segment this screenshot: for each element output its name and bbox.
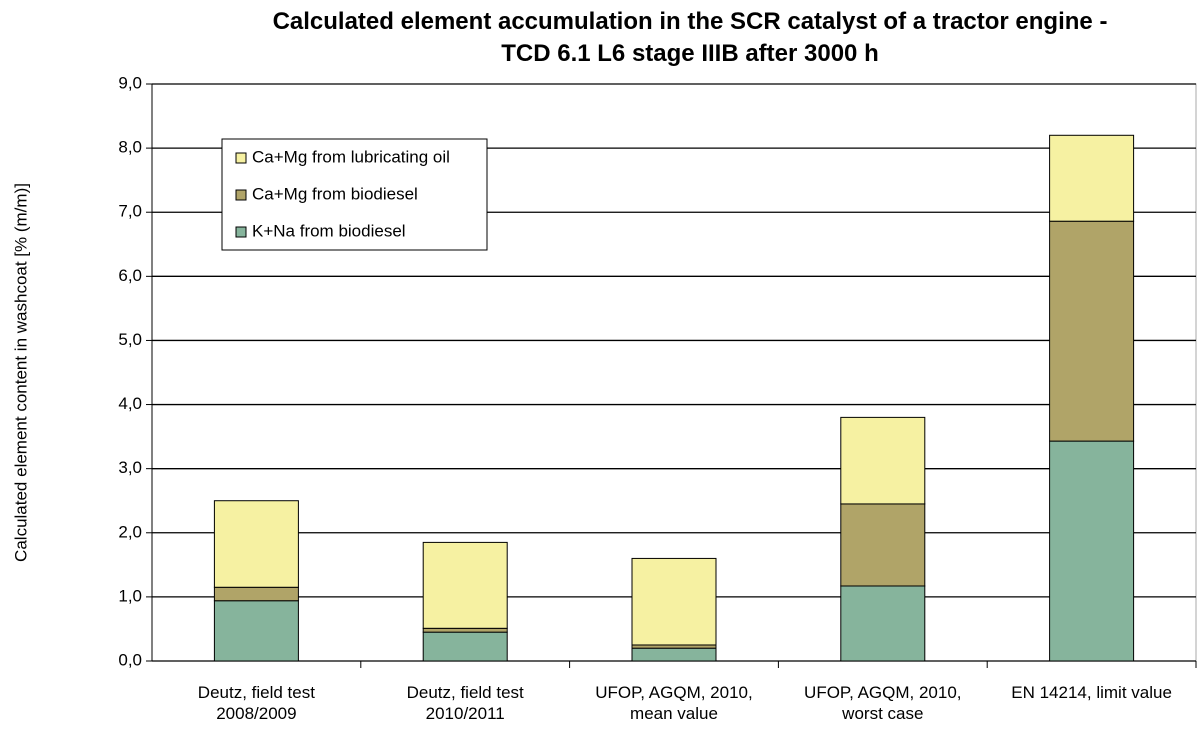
y-axis-label: Calculated element content in washcoat [… <box>11 183 30 562</box>
y-tick-label: 0,0 <box>118 650 142 669</box>
bar-segment <box>1049 220 1135 442</box>
bar-segment <box>1049 440 1135 662</box>
y-tick-label: 2,0 <box>118 522 142 541</box>
x-tick-label: EN 14214, limit value <box>1011 683 1172 702</box>
x-tick-label: Deutz, field test 2010/2011 <box>406 683 524 723</box>
legend-label: Ca+Mg from lubricating oil <box>252 147 450 166</box>
y-tick-label: 4,0 <box>118 394 142 413</box>
bar-segment <box>422 631 508 662</box>
bar-segment <box>840 416 926 505</box>
legend-swatch <box>235 189 247 201</box>
bar-segment <box>213 600 299 662</box>
legend-label: Ca+Mg from biodiesel <box>252 184 418 203</box>
y-tick-label: 5,0 <box>118 330 142 349</box>
bar-segment <box>213 586 299 602</box>
x-tick-label: Deutz, field test 2008/2009 <box>197 683 315 723</box>
y-tick-label: 1,0 <box>118 586 142 605</box>
bar-segment <box>631 647 717 662</box>
x-tick-label: UFOP, AGQM, 2010, worst case <box>804 683 962 723</box>
bar-segment <box>422 627 508 633</box>
bar-segment <box>213 500 299 588</box>
bar-segment <box>1049 134 1135 222</box>
legend-label: K+Na from biodiesel <box>252 221 406 240</box>
x-tick-label: UFOP, AGQM, 2010, mean value <box>595 683 753 723</box>
bar-segment <box>422 541 508 629</box>
y-tick-label: 8,0 <box>118 138 142 157</box>
y-tick-label: 3,0 <box>118 458 142 477</box>
legend-swatch <box>235 152 247 164</box>
y-tick-label: 6,0 <box>118 266 142 285</box>
bar-segment <box>840 585 926 662</box>
legend-box <box>221 138 488 251</box>
y-tick-label: 7,0 <box>118 202 142 221</box>
bar-segment <box>840 503 926 587</box>
legend: Ca+Mg from lubricating oil Ca+Mg from bio… <box>221 138 488 251</box>
bar-segment <box>631 557 717 646</box>
chart-title: Calculated element accumulation in the S… <box>272 8 1108 67</box>
y-tick-label: 9,0 <box>118 73 142 92</box>
legend-swatch <box>235 226 247 238</box>
